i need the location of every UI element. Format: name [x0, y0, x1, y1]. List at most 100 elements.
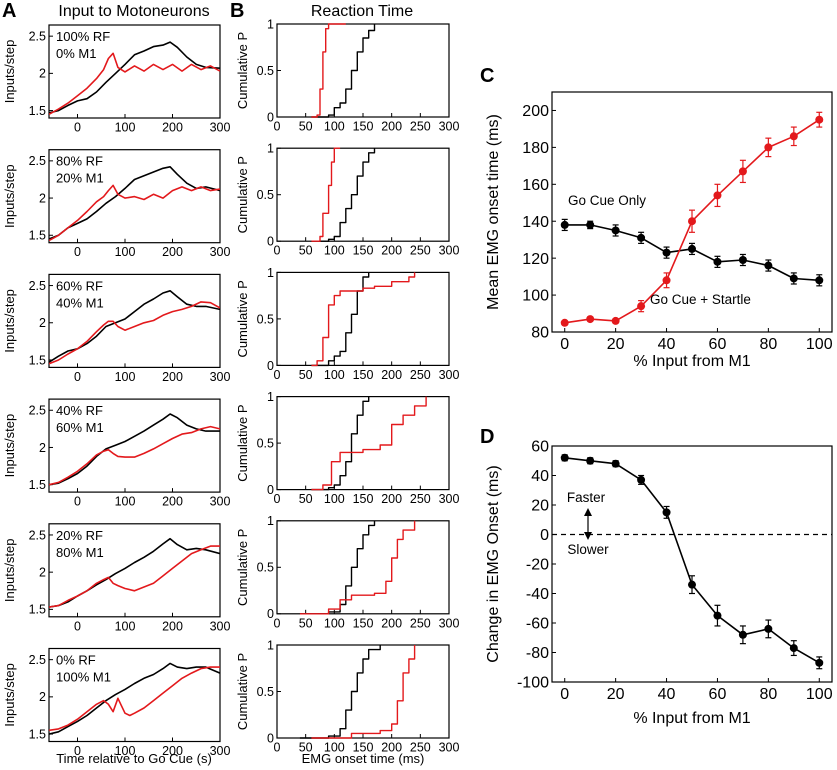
panel-a-label-m1: 80% M1 — [56, 545, 104, 560]
panel-a-xtick-label: 0 — [74, 495, 81, 509]
panel-a-title: Input to Motoneurons — [58, 3, 209, 20]
panel-letter-a: A — [2, 0, 16, 22]
panel-c-data-point — [688, 217, 696, 226]
panel-d-data-point — [713, 611, 722, 620]
panel-d-xtick-label: 40 — [658, 686, 676, 703]
panel-b-ytick-label: 0 — [267, 731, 274, 745]
panel-b-ylabel: Cumulative P — [235, 529, 250, 606]
panel-b-xtick-label: 150 — [353, 492, 374, 506]
panel-b-xtick-label: 150 — [353, 368, 374, 382]
panel-a-ytick-label: 2 — [39, 316, 46, 330]
panel-a-xtick-label: 200 — [162, 744, 183, 758]
panel-a-xtick-label: 0 — [74, 121, 81, 135]
panel-b-xtick-label: 150 — [353, 741, 374, 755]
panel-c-ytick-label: 120 — [522, 251, 549, 268]
panel-c-xtick-label: 100 — [806, 336, 833, 353]
panel-a-ylabel: Inputs/step — [2, 538, 17, 602]
panel-d-ytick-label: 60 — [531, 439, 549, 456]
panel-c-data-point — [586, 220, 595, 229]
panel-b-xtick-label: 50 — [299, 368, 313, 382]
panel-b-ytick-label: 1 — [267, 142, 274, 156]
panel-d-series-line — [564, 457, 820, 664]
panel-b-red-cdf — [311, 396, 427, 491]
panel-a-ytick-label: 2.5 — [29, 653, 46, 667]
panel-b-ylabel: Cumulative P — [235, 156, 250, 233]
panel-b-xtick-label: 50 — [299, 492, 313, 506]
panel-a-xtick-label: 300 — [210, 121, 231, 135]
panel-b-xtick-label: 250 — [410, 368, 431, 382]
panel-c-xtick-label: 20 — [607, 336, 625, 353]
panel-a-ytick-label: 2.5 — [29, 404, 46, 418]
panel-a-label-rf: 100% RF — [56, 29, 110, 44]
panel-c-data-point — [637, 302, 646, 311]
panel-a-black-line — [49, 662, 220, 735]
panel-a-lines — [49, 289, 220, 365]
panel-a-axes — [48, 647, 221, 743]
panel-b-xtick-label: 100 — [324, 492, 345, 506]
panel-a-xtick-label: 100 — [115, 245, 136, 259]
panel-a-xtick-label: 0 — [74, 744, 81, 758]
panel-a-axes — [48, 149, 221, 244]
panel-d-axes — [551, 445, 833, 683]
annotation-faster: Faster — [567, 490, 606, 505]
panel-a-xtick-label: 300 — [210, 495, 231, 509]
panel-b-xtick-label: 150 — [353, 616, 374, 630]
panel-a-xtick-label: 100 — [115, 370, 136, 384]
panel-d-ytick-label: 20 — [531, 498, 549, 515]
panel-b-ytick-label: 1 — [267, 638, 274, 652]
panel-b-xtick-label: 300 — [439, 616, 460, 630]
panel-a-xtick-label: 0 — [74, 619, 81, 633]
panel-a-axes — [48, 398, 221, 493]
panel-d-data-point — [611, 459, 620, 468]
panel-b-ytick-label: 0 — [267, 110, 274, 124]
panel-b-ytick-label: 1 — [267, 514, 274, 528]
panel-a-xtick-label: 100 — [115, 619, 136, 633]
panel-a-red-line — [49, 301, 220, 365]
panel-c-ytick-label: 140 — [522, 214, 549, 231]
panel-a-xtick-label: 0 — [74, 245, 81, 259]
panel-a-ytick-label: 1.5 — [29, 603, 46, 617]
panel-a-black-line — [49, 41, 220, 114]
panel-c-data-point — [764, 143, 773, 152]
panel-a-xtick-label: 300 — [210, 245, 231, 259]
panel-c-data-point — [789, 132, 798, 141]
panel-a-label-rf: 40% RF — [56, 403, 103, 418]
panel-a-label-m1: 20% M1 — [56, 171, 104, 186]
panel-c-data-point — [764, 261, 773, 270]
panel-d-ytick-label: -40 — [526, 586, 549, 603]
panel-c-xtick-label: 0 — [560, 336, 569, 353]
panel-a-red-line — [49, 425, 220, 486]
panel-a-xtick-label: 100 — [115, 744, 136, 758]
panel-a-label-rf: 20% RF — [56, 528, 103, 543]
panel-a-xlabel: Time relative to Go Cue (s) — [56, 751, 212, 766]
panel-c-ytick-label: 80 — [531, 325, 549, 342]
panel-b-ytick-label: 0 — [267, 359, 274, 373]
panel-d-data-point — [764, 624, 773, 633]
panel-c-data-point — [662, 248, 671, 257]
panel-a-ytick-label: 1.5 — [29, 353, 46, 367]
panel-d-data-point — [637, 475, 646, 484]
panel-b-ytick-label: 0.5 — [257, 64, 274, 78]
panel-b-xtick-label: 0 — [274, 741, 281, 755]
panel-b-ytick-label: 1 — [267, 17, 274, 31]
panel-b-xtick-label: 150 — [353, 120, 374, 134]
panel-d-ytick-label: -20 — [526, 557, 549, 574]
panel-a-ylabel: Inputs/step — [2, 414, 17, 478]
panel-a-xtick-label: 200 — [162, 495, 183, 509]
down-arrow-icon — [584, 532, 592, 540]
legend-go-cue-startle: Go Cue + Startle — [650, 292, 751, 307]
panel-b-xlabel: EMG onset time (ms) — [302, 751, 425, 766]
panel-a-lines — [49, 537, 220, 608]
panel-b-red-cdf — [311, 147, 341, 242]
panel-c-ylabel: Mean EMG onset time (ms) — [485, 114, 502, 310]
panel-b-xtick-label: 300 — [439, 492, 460, 506]
panel-b-ytick-label: 1 — [267, 390, 274, 404]
panel-a-ytick-label: 1.5 — [29, 104, 46, 118]
panel-a-xtick-label: 0 — [74, 370, 81, 384]
panel-b-ytick-label: 0.5 — [257, 436, 274, 450]
panel-a-ytick-label: 2 — [39, 441, 46, 455]
panel-b-black-cdf — [311, 24, 376, 118]
panel-a-ytick-label: 2.5 — [29, 279, 46, 293]
panel-b-ylabel: Cumulative P — [235, 653, 250, 730]
